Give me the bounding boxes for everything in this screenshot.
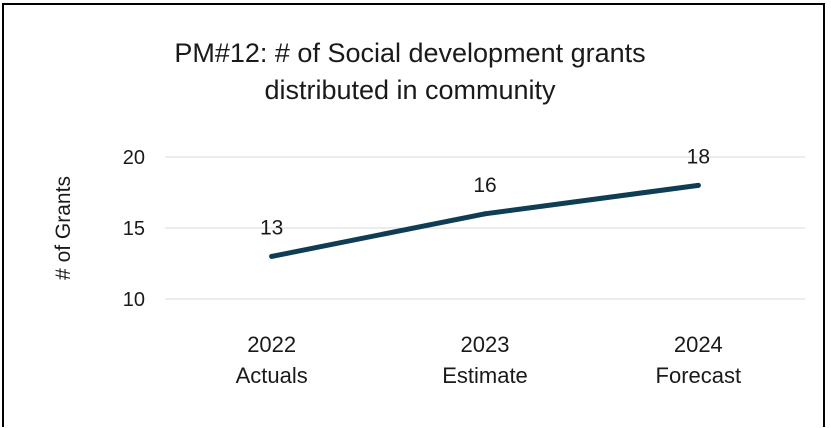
y-tick-labels: 20 15 10 [123,147,145,311]
data-point-2024 [695,182,701,188]
x-category-label-2022: Actuals [236,363,308,388]
data-label-2023: 16 [473,174,496,197]
chart-frame [2,3,825,427]
y-axis-label: # of Grants [52,176,75,280]
x-category-year-2023: 2023 [461,332,510,357]
x-category-label-2024: Forecast [656,363,742,388]
y-tick-label-10: 10 [123,289,145,311]
series-line-group [269,182,701,259]
gridlines [165,156,805,300]
chart-title-line-2: distributed in community [264,75,556,105]
y-tick-label-15: 15 [123,218,145,240]
x-category-labels: 2022 Actuals 2023 Estimate 2024 Forecast [236,332,742,388]
x-category-year-2022: 2022 [247,332,296,357]
x-category-label-2023: Estimate [442,363,528,388]
data-label-2022: 13 [260,216,283,239]
y-tick-label-20: 20 [123,147,145,169]
data-point-2022 [269,253,275,259]
data-labels: 13 16 18 [260,145,710,239]
data-point-2023 [482,211,488,217]
x-category-year-2024: 2024 [674,332,723,357]
chart-title-line-1: PM#12: # of Social development grants [174,38,645,68]
data-label-2024: 18 [687,145,710,168]
